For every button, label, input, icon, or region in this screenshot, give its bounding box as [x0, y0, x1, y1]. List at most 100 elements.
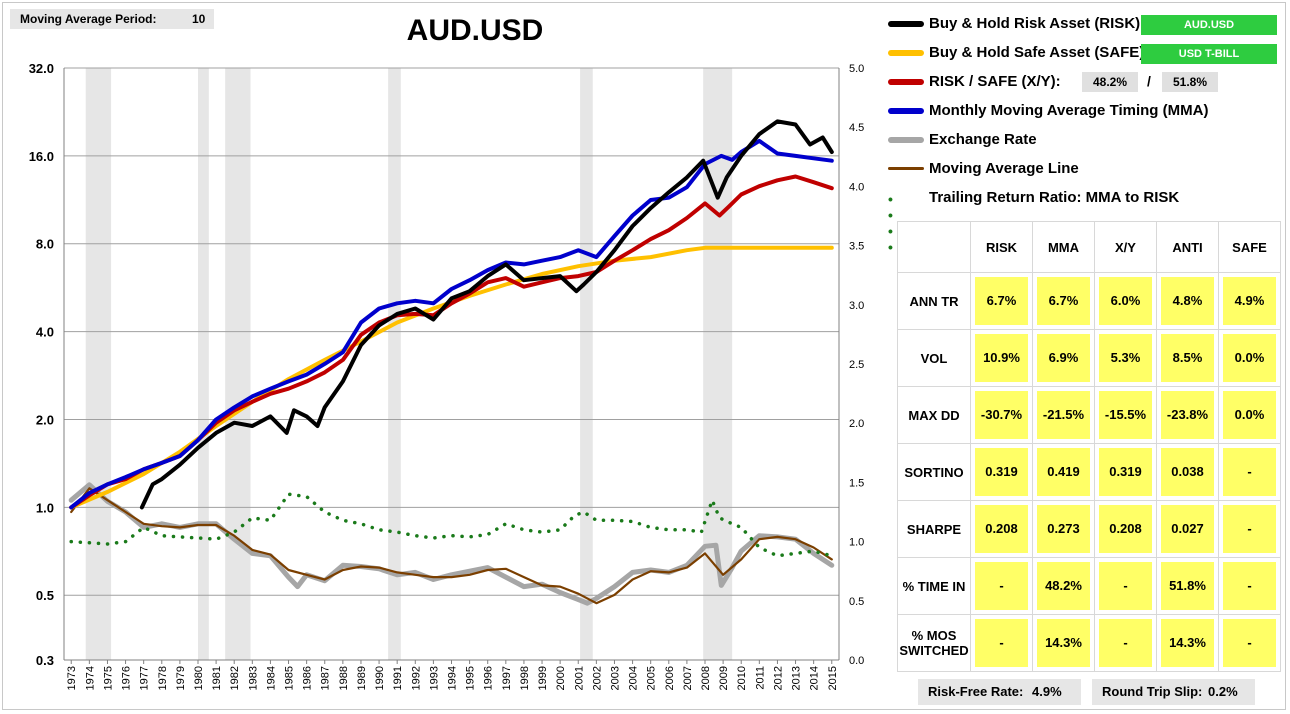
period-value: 10 [192, 12, 206, 26]
stats-cell-value: 6.9% [1037, 334, 1090, 382]
stats-cell-value: 10.9% [975, 334, 1028, 382]
x-tick-label: 2013 [791, 666, 803, 690]
stats-header: MMA [1032, 221, 1095, 273]
stats-cell: - [1218, 557, 1281, 615]
stats-table: RISK MMA X/Y ANTI SAFE ANN TR 6.7% 6.7% 6.0… [897, 221, 1281, 672]
stats-corner [897, 221, 971, 273]
y-right-tick-label: 3.0 [849, 300, 864, 312]
stats-cell: - [1218, 443, 1281, 501]
stats-cell-value: - [1099, 562, 1152, 610]
stats-header: X/Y [1094, 221, 1157, 273]
round-trip-slip-label: Round Trip Slip: [1102, 684, 1203, 699]
stats-cell-value: 6.7% [975, 277, 1028, 325]
stats-cell: 4.8% [1156, 272, 1219, 330]
stats-cell: 0.319 [970, 443, 1033, 501]
stats-cell-value: - [1223, 448, 1276, 496]
recession-band [388, 68, 401, 660]
risk-free-rate-box: Risk-Free Rate: 4.9% [918, 679, 1081, 705]
mma-swatch [888, 108, 924, 114]
y-left-tick-label: 16.0 [29, 149, 54, 164]
y-right-tick-label: 0.5 [849, 596, 864, 608]
x-tick-label: 1993 [428, 666, 440, 690]
stats-cell: 14.3% [1156, 614, 1219, 672]
y-right-tick-label: 0.0 [849, 655, 864, 667]
safe-swatch [888, 50, 924, 56]
x-tick-label: 2009 [718, 666, 730, 690]
x-tick-label: 1989 [356, 666, 368, 690]
x-tick-label: 2004 [628, 666, 640, 690]
y-left-tick-label: 0.3 [36, 653, 54, 668]
stats-cell-value: 6.0% [1099, 277, 1152, 325]
recession-band [85, 68, 112, 660]
x-tick-label: 1985 [284, 666, 296, 690]
stats-row: SORTINO 0.319 0.419 0.319 0.038- [897, 443, 1281, 501]
x-tick-label: 2005 [646, 666, 658, 690]
stats-row: % TIME IN -48.2% -51.8% - [897, 557, 1281, 615]
period-label: Moving Average Period: [20, 12, 157, 26]
x-tick-label: 1986 [302, 666, 314, 690]
stats-cell: 5.3% [1094, 329, 1157, 387]
stats-cell: - [1218, 614, 1281, 672]
stats-row: ANN TR 6.7% 6.7% 6.0% 4.8% 4.9% [897, 272, 1281, 330]
x-tick-label: 1980 [193, 666, 205, 690]
stats-cell-value: 0.419 [1037, 448, 1090, 496]
stats-cell-value: 14.3% [1037, 619, 1090, 667]
stats-cell: -15.5% [1094, 386, 1157, 444]
x-tick-label: 1981 [211, 666, 223, 690]
series-line-3 [69, 138, 834, 510]
stats-cell: 0.273 [1032, 500, 1095, 558]
moving-average-period-box: Moving Average Period: 10 [10, 9, 214, 29]
stats-cell-value: 5.3% [1099, 334, 1152, 382]
stats-cell: - [1094, 557, 1157, 615]
stats-cell-value: - [1099, 619, 1152, 667]
stats-cell-value: 4.8% [1161, 277, 1214, 325]
risk-label: Buy & Hold Risk Asset (RISK): [929, 15, 1146, 32]
x-tick-label: 1988 [338, 666, 350, 690]
x-tick-label: 2011 [754, 666, 766, 690]
y-left-tick-label: 1.0 [36, 500, 54, 515]
x-tick-label: 1995 [465, 666, 477, 690]
x-tick-label: 1999 [537, 666, 549, 690]
stats-cell-value: -21.5% [1037, 391, 1090, 439]
stats-cell: 6.7% [970, 272, 1033, 330]
x-tick-label: 1987 [320, 666, 332, 690]
stats-cell: 0.208 [1094, 500, 1157, 558]
x-tick-label: 2001 [573, 666, 585, 690]
x-tick-label: 2015 [827, 666, 839, 690]
x-tick-label: 2010 [736, 666, 748, 690]
series-line-6 [69, 492, 834, 558]
stats-row-label: % MOS SWITCHED [897, 614, 971, 672]
risk-asset-badge: AUD.USD [1141, 15, 1277, 35]
y-right-tick-label: 4.0 [849, 181, 864, 193]
stats-cell-value: 8.5% [1161, 334, 1214, 382]
round-trip-slip-value: 0.2% [1208, 684, 1238, 699]
stats-cell: - [1218, 500, 1281, 558]
stats-row-label: VOL [897, 329, 971, 387]
stats-header-row: RISK MMA X/Y ANTI SAFE [897, 221, 1281, 273]
legend-item-ratio: RISK / SAFE (X/Y): 48.2% / 51.8% [886, 70, 1286, 94]
x-tick-label: 2000 [555, 666, 567, 690]
stats-cell: - [1094, 614, 1157, 672]
y-left-tick-label: 32.0 [29, 61, 54, 76]
x-tick-label: 1997 [501, 666, 513, 690]
round-trip-slip-box: Round Trip Slip: 0.2% [1092, 679, 1255, 705]
stats-cell: -23.8% [1156, 386, 1219, 444]
x-tick-label: 1994 [447, 666, 459, 690]
y-right-tick-label: 3.5 [849, 241, 864, 253]
stats-cell-value: - [1223, 505, 1276, 553]
stats-cell: - [970, 557, 1033, 615]
recession-band [580, 68, 593, 660]
x-tick-label: 1990 [374, 666, 386, 690]
stats-header: RISK [970, 221, 1033, 273]
stats-cell: 0.027 [1156, 500, 1219, 558]
stats-cell: 0.0% [1218, 329, 1281, 387]
y-right-tick-label: 5.0 [849, 63, 864, 75]
x-tick-label: 1984 [265, 666, 277, 690]
x-tick-label: 1991 [392, 666, 404, 690]
stats-cell-value: -23.8% [1161, 391, 1214, 439]
stats-cell: 6.7% [1032, 272, 1095, 330]
x-tick-label: 1977 [139, 666, 151, 690]
stats-cell-value: 0.319 [1099, 448, 1152, 496]
stats-cell-value: - [975, 562, 1028, 610]
